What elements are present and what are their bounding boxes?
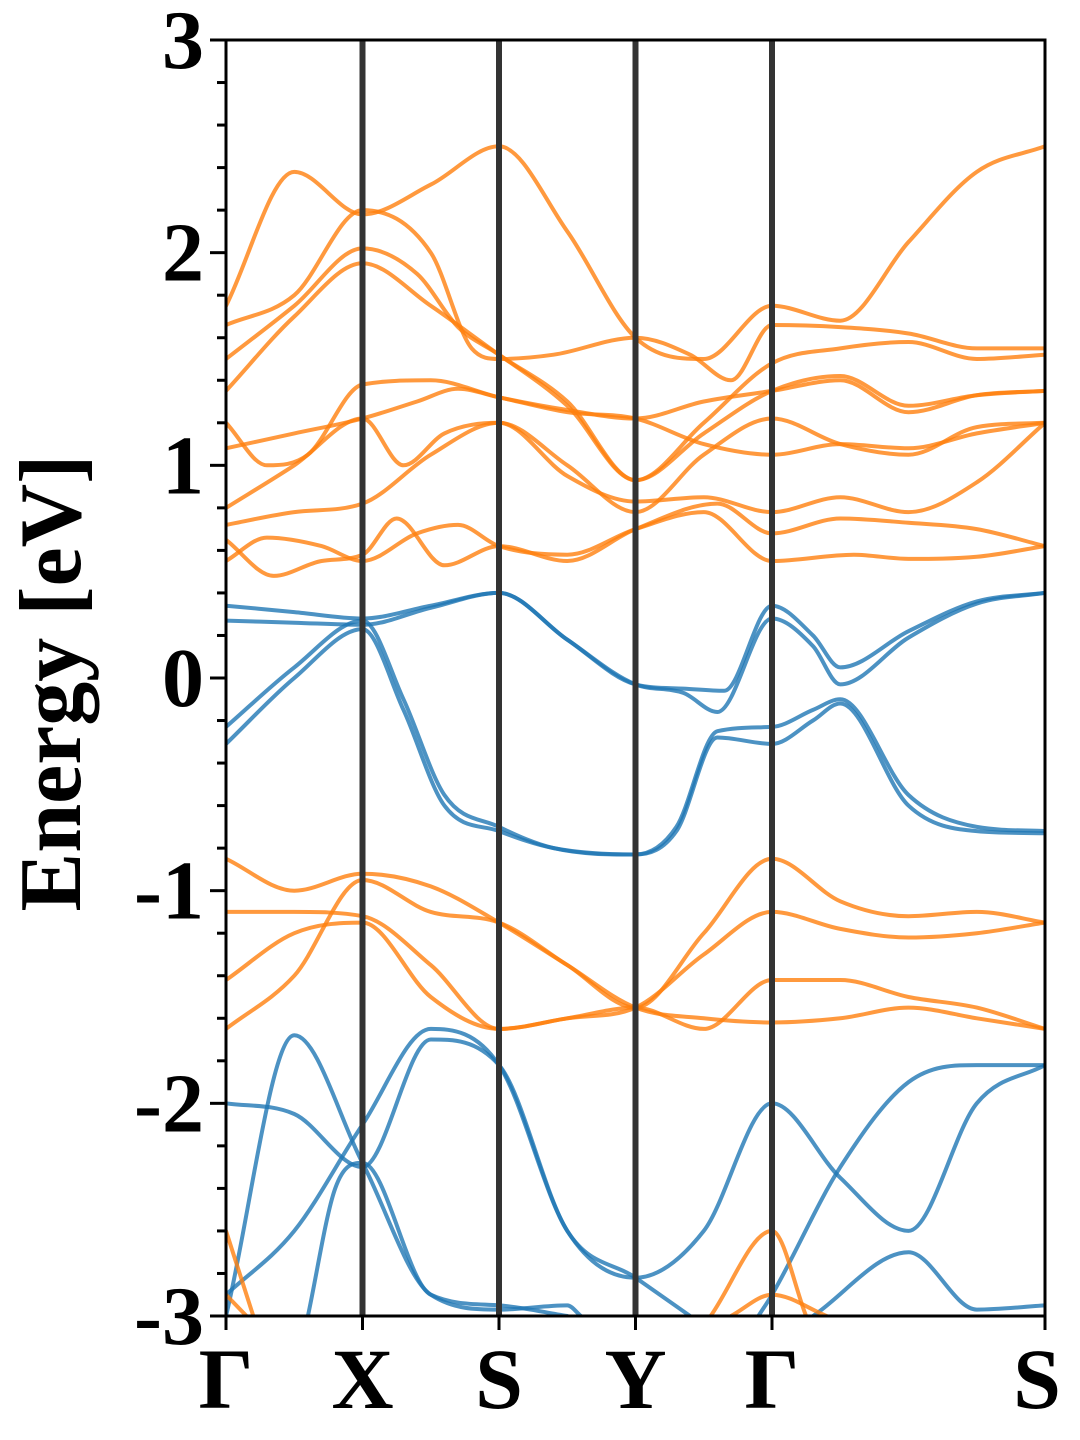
conduction-band-line-24 [226, 878, 1045, 1031]
valence-band-line-16 [226, 1026, 693, 1316]
valence-band-line-18 [226, 1033, 583, 1316]
valence-band-line-17 [305, 1160, 570, 1316]
conduction-band-line-25 [226, 1228, 256, 1316]
valence-band-line-2 [226, 590, 1045, 714]
y-tick-label: 2 [162, 207, 204, 300]
valence-band-line-20 [811, 1250, 1045, 1316]
k-point-label: Y [604, 1331, 666, 1427]
y-tick-label: -3 [134, 1270, 204, 1363]
valence-band-line-4 [226, 627, 1045, 857]
y-axis-tick-labels: 3 2 1 0 -1 -2 -3 [134, 0, 204, 1363]
conduction-band-line-28 [729, 1292, 829, 1316]
conduction-band-line-5 [226, 510, 1045, 563]
y-tick-label: 0 [162, 632, 204, 725]
k-point-label: X [331, 1331, 393, 1427]
y-tick-label: -2 [134, 1057, 204, 1150]
conduction-band-line-6 [226, 501, 1045, 578]
conduction-band-line-26 [226, 1292, 249, 1316]
k-point-label: S [1013, 1331, 1061, 1427]
k-point-dividers [359, 40, 775, 1316]
conduction-band-line-14 [226, 144, 1045, 361]
k-point-label: Γ [199, 1331, 254, 1427]
y-tick-label: -1 [134, 845, 204, 938]
valence-band-line-19 [756, 1063, 1045, 1316]
conduction-band-line-10 [226, 378, 1045, 468]
y-axis-ticks [210, 38, 1047, 1330]
k-point-label: Γ [745, 1331, 800, 1427]
valence-band-line-1 [226, 590, 1045, 693]
y-tick-label: 1 [162, 419, 204, 512]
y-tick-label: 3 [162, 0, 204, 87]
k-point-label: S [475, 1331, 523, 1427]
y-axis-title: Energy [eV] [3, 455, 100, 912]
conduction-band-line-27 [708, 1228, 809, 1316]
